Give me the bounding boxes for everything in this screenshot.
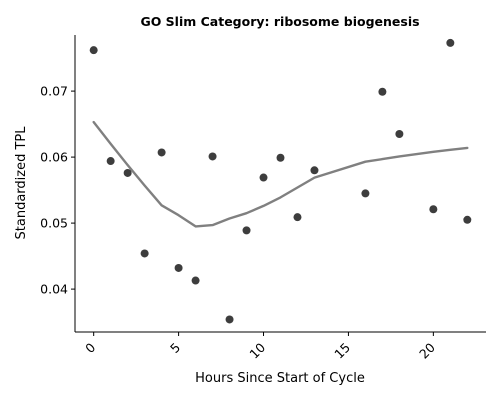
y-tick-label: 0.05: [40, 216, 68, 231]
data-point: [395, 130, 404, 138]
data-point: [242, 226, 251, 235]
data-point: [106, 157, 115, 166]
data-point: [208, 152, 217, 161]
x-axis-label: Hours Since Start of Cycle: [195, 371, 365, 386]
data-point: [293, 213, 302, 222]
chart-title: GO Slim Category: ribosome biogenesis: [140, 14, 419, 29]
data-point: [123, 168, 132, 177]
x-tick-label: 10: [246, 340, 268, 362]
y-tick-label: 0.07: [40, 84, 68, 99]
data-point: [310, 166, 319, 175]
plot-area: 0.04 0.05 0.06 0.07 0 5 10 15 20: [40, 35, 486, 362]
x-tick-label: 0: [82, 340, 98, 356]
x-tick-label: 5: [167, 340, 183, 356]
x-tick-label: 15: [331, 340, 353, 362]
data-point: [174, 263, 183, 272]
data-point: [157, 148, 166, 157]
data-point: [378, 87, 387, 96]
data-point: [89, 46, 98, 55]
data-point: [259, 173, 268, 182]
trend-line: [92, 120, 469, 228]
data-point: [429, 205, 438, 214]
data-point: [446, 38, 455, 47]
data-point: [140, 249, 149, 258]
data-point: [276, 153, 285, 162]
data-point: [225, 315, 234, 324]
x-tick-label: 20: [416, 340, 438, 362]
y-tick-label: 0.06: [40, 150, 68, 165]
data-point: [361, 189, 370, 198]
y-tick-label: 0.04: [40, 282, 68, 297]
y-axis-label: Standardized TPL: [14, 126, 29, 240]
data-point: [191, 276, 200, 285]
data-point: [463, 215, 472, 224]
